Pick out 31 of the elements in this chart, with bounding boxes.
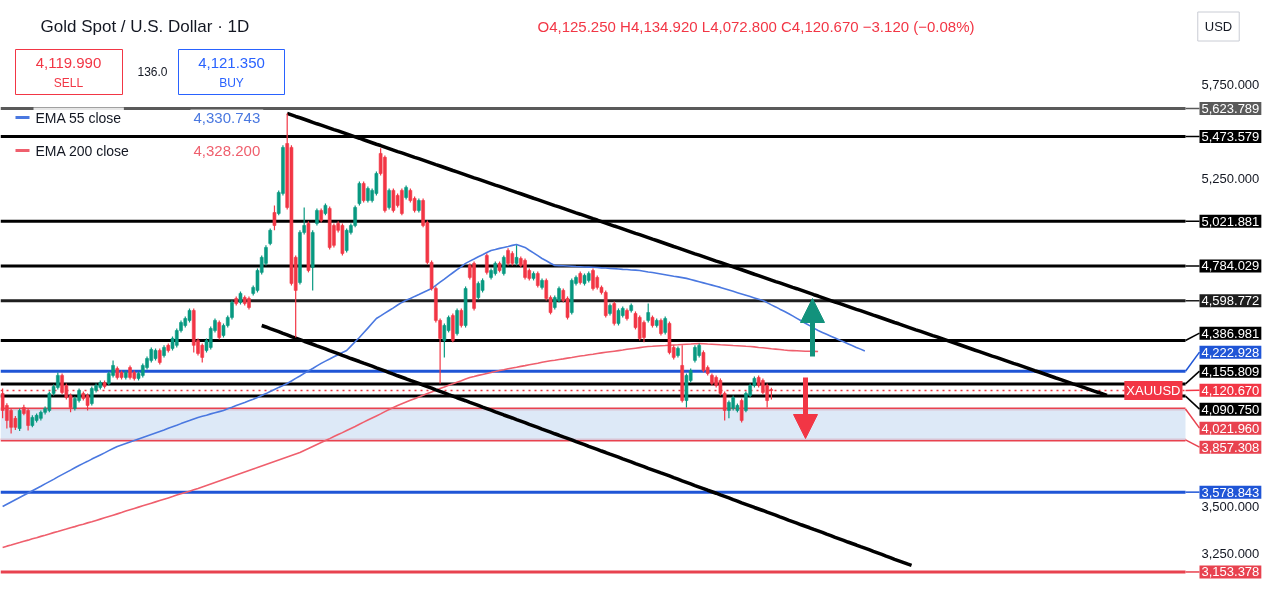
annotation: 4,328.200 — [193, 141, 261, 159]
y-tick-label: 3,500.000 — [1201, 499, 1260, 515]
annotation: 4,119.990 — [35, 53, 102, 71]
y-tick-label: 5,750.000 — [1201, 77, 1260, 93]
legend-label: EMA 55 close — [35, 109, 122, 126]
ref-line-label: 3,153.378 — [1201, 564, 1260, 580]
text: USD — [1204, 19, 1233, 34]
y-tick-label: 5,250.000 — [1201, 171, 1260, 187]
ref-line-label: 4,120.670 — [1201, 382, 1260, 398]
ref-line-label: 3,857.308 — [1201, 439, 1260, 455]
annotation: XAUUSD — [1126, 382, 1181, 398]
annotation: O4,125.250 H4,134.920 L4,072.800 C4,120.670 −3.120 (−0.08%) — [537, 18, 975, 35]
ref-line-label: 4,784.029 — [1201, 258, 1260, 274]
legend-label: EMA 200 close — [35, 142, 130, 159]
ref-line-label: 4,598.772 — [1201, 293, 1260, 309]
ref-line-label: 5,623.789 — [1201, 100, 1260, 116]
ref-line-label: 3,578.843 — [1201, 484, 1260, 500]
ref-line-label: 5,021.881 — [1201, 213, 1260, 229]
annotation: 136.0 — [137, 65, 168, 79]
ref-line-label: 4,021.960 — [1201, 420, 1260, 436]
ref-line-label: 4,222.928 — [1201, 344, 1260, 360]
y-tick-label: 3,250.000 — [1201, 546, 1260, 562]
annotation: SELL — [53, 75, 84, 90]
text: Gold Spot / U.S. Dollar · 1D — [40, 17, 250, 36]
ref-line-label: 4,386.981 — [1201, 325, 1260, 341]
legend-label: 4,090.750 — [1201, 401, 1260, 417]
annotation: 4,330.743 — [193, 108, 261, 126]
legend-label: 4,155.809 — [1201, 363, 1260, 379]
ref-line-label: 5,473.579 — [1201, 129, 1260, 145]
annotation: BUY — [219, 75, 244, 90]
annotation: 4,121.350 — [198, 53, 265, 71]
